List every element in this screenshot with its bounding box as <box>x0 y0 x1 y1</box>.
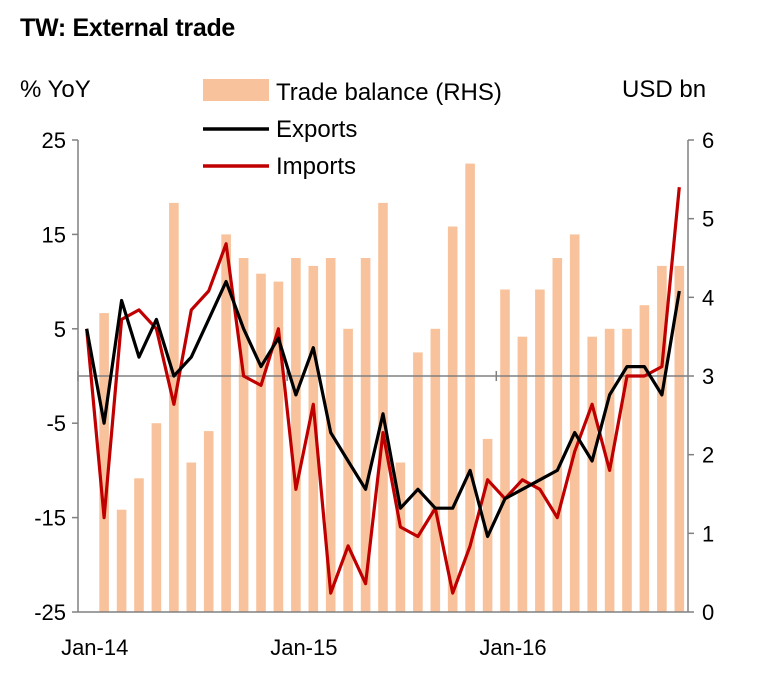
trade-balance-bar <box>256 273 266 612</box>
trade-balance-bar <box>238 258 249 612</box>
trade-balance-bar <box>273 281 284 612</box>
chart-title: TW: External trade <box>20 14 236 42</box>
trade-balance-bar <box>413 352 423 612</box>
x-axis-tick-label: Jan-15 <box>270 635 337 660</box>
trade-balance-bar <box>447 226 458 612</box>
trade-balance-bar <box>674 265 685 612</box>
trade-balance-bar <box>587 336 597 612</box>
trade-balance-bar <box>639 305 650 612</box>
trade-balance-bar <box>116 509 127 612</box>
trade-balance-bar <box>221 234 231 612</box>
trade-balance-bar <box>465 163 475 612</box>
left-axis-tick-label: -5 <box>46 411 66 436</box>
right-axis-tick-label: 4 <box>702 285 714 310</box>
right-axis-title: USD bn <box>622 76 707 103</box>
left-axis-tick-label: 25 <box>42 128 66 153</box>
trade-balance-bar <box>134 478 144 612</box>
right-axis-tick-label: 1 <box>702 521 714 546</box>
trade-balance-bar <box>169 202 179 612</box>
trade-balance-bar <box>569 234 580 612</box>
right-axis-tick-label: 6 <box>702 128 714 153</box>
right-axis-tick-label: 2 <box>702 443 714 468</box>
trade-balance-bar <box>552 258 563 612</box>
trade-balance-bar <box>203 431 214 612</box>
trade-balance-bar <box>291 258 301 612</box>
left-axis-tick-label: -15 <box>34 506 66 531</box>
x-axis-tick-label: Jan-16 <box>479 635 546 660</box>
trade-balance-bar <box>657 265 667 612</box>
trade-balance-bar <box>482 438 493 612</box>
trade-balance-bar <box>378 202 388 612</box>
left-axis-tick-label: 15 <box>42 222 66 247</box>
trade-balance-bar <box>622 328 632 612</box>
right-axis-tick-label: 3 <box>702 364 714 389</box>
legend-label: Trade balance (RHS) <box>276 79 502 106</box>
left-axis-tick-label: 5 <box>54 317 66 342</box>
right-axis-tick-label: 5 <box>702 207 714 232</box>
left-axis-tick-label: -25 <box>34 600 66 625</box>
legend-swatch-trade-balance <box>203 79 269 101</box>
trade-balance-bar <box>308 265 319 612</box>
trade-balance-bar <box>151 423 162 612</box>
legend-label: Imports <box>276 153 356 180</box>
trade-balance-bar <box>395 462 406 612</box>
left-axis-title: % YoY <box>20 76 91 103</box>
legend-label: Exports <box>276 116 357 143</box>
trade-balance-bar <box>500 289 510 612</box>
trade-balance-bar <box>99 313 109 612</box>
trade-balance-bar <box>360 258 371 612</box>
x-axis-tick-label: Jan-14 <box>61 635 128 660</box>
trade-balance-bar <box>535 289 545 612</box>
right-axis-tick-label: 0 <box>702 600 714 625</box>
trade-balance-bar <box>343 328 353 612</box>
trade-balance-bar <box>186 462 197 612</box>
trade-balance-bar <box>430 328 441 612</box>
trade-balance-bar <box>517 336 528 612</box>
